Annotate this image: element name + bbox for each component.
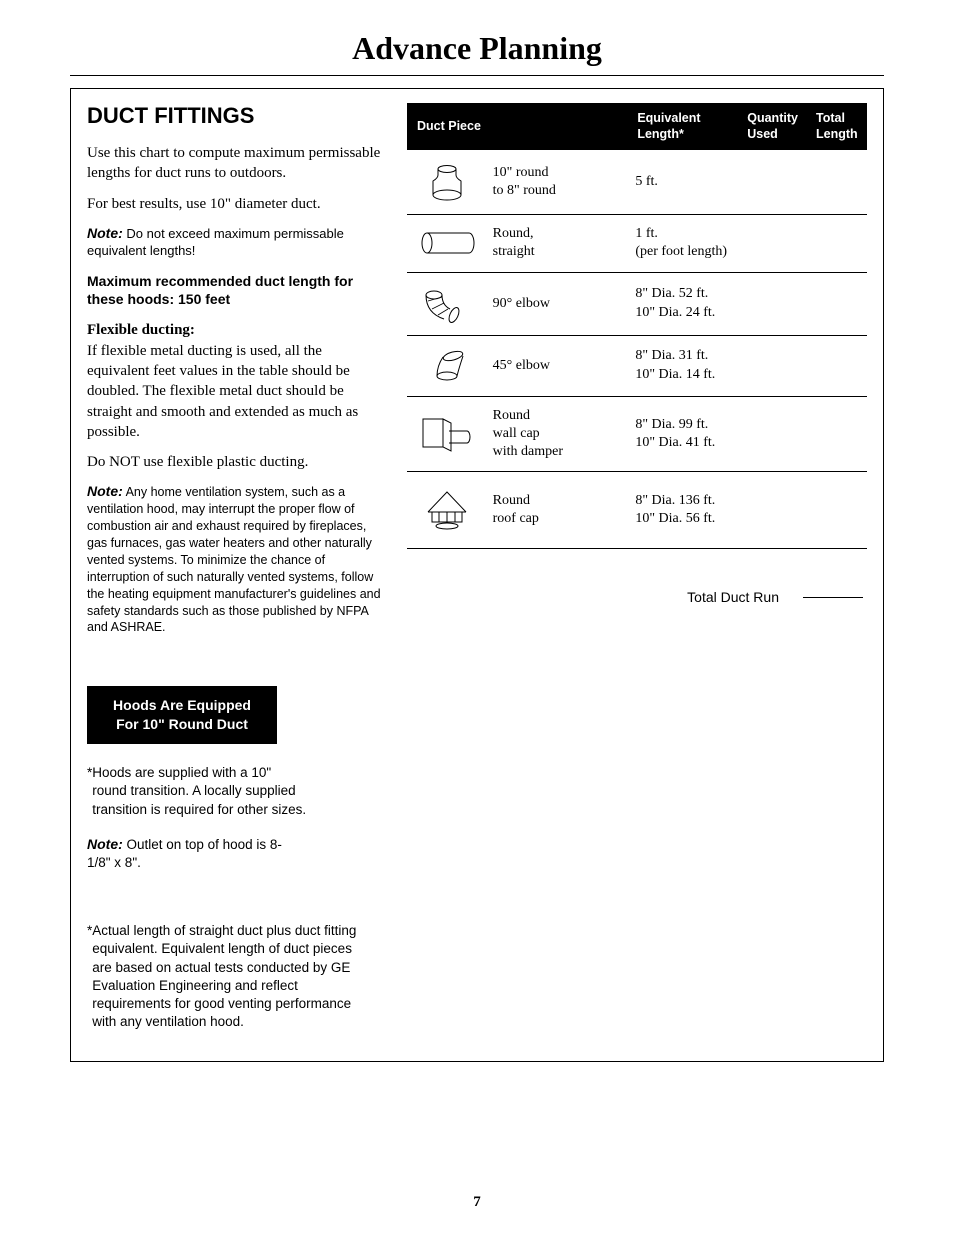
total-run-line <box>803 597 863 598</box>
flexible-body: If flexible metal ducting is used, all t… <box>87 341 387 442</box>
black-box-line2: For 10" Round Duct <box>105 715 259 734</box>
row-eq: 8" Dia. 99 ft.10" Dia. 41 ft. <box>629 396 739 472</box>
elbow90-icon <box>407 272 487 335</box>
note-1-text: Do not exceed maximum permissable equiva… <box>87 226 344 258</box>
duct-table: Duct Piece EquivalentLength* QuantityUse… <box>407 103 867 549</box>
intro-para-2: For best results, use 10" diameter duct. <box>87 194 387 214</box>
supply-footnote: * Hoods are supplied with a 10" round tr… <box>87 764 307 819</box>
row-eq: 8" Dia. 52 ft.10" Dia. 24 ft. <box>629 272 739 335</box>
row-name: 45° elbow <box>487 335 630 396</box>
flexible-warning: Do NOT use flexible plastic ducting. <box>87 452 387 472</box>
row-qty <box>739 272 808 335</box>
row-tot <box>808 335 867 396</box>
row-name: 90° elbow <box>487 272 630 335</box>
row-eq: 5 ft. <box>629 150 739 215</box>
row-name: Round,straight <box>487 215 630 272</box>
intro-para-1: Use this chart to compute maximum permis… <box>87 143 387 184</box>
note-1-label: Note: <box>87 225 123 241</box>
table-row: Round,straight 1 ft.(per foot length) <box>407 215 867 272</box>
row-tot <box>808 472 867 549</box>
row-name: Roundwall capwith damper <box>487 396 630 472</box>
row-tot <box>808 396 867 472</box>
note-1: Note: Do not exceed maximum permissable … <box>87 224 387 260</box>
row-name: 10" roundto 8" round <box>487 150 630 215</box>
actual-text: Actual length of straight duct plus duct… <box>92 922 362 1031</box>
wallcap-icon <box>407 396 487 472</box>
supply-text: Hoods are supplied with a 10" round tran… <box>92 764 307 819</box>
note-2-label: Note: <box>87 483 123 499</box>
page-number: 7 <box>0 1194 954 1211</box>
content-frame: DUCT FITTINGS Use this chart to compute … <box>70 88 884 1062</box>
th-total-length: TotalLength <box>808 103 867 150</box>
left-column: DUCT FITTINGS Use this chart to compute … <box>87 103 387 1031</box>
roofcap-icon <box>407 472 487 549</box>
row-tot <box>808 215 867 272</box>
row-qty <box>739 472 808 549</box>
actual-footnote: * Actual length of straight duct plus du… <box>87 922 362 1031</box>
total-duct-run: Total Duct Run <box>407 589 867 605</box>
table-row: 90° elbow 8" Dia. 52 ft.10" Dia. 24 ft. <box>407 272 867 335</box>
black-box-line1: Hoods Are Equipped <box>105 696 259 715</box>
note-3-label: Note: <box>87 836 123 852</box>
note-3: Note: Outlet on top of hood is 8-1/8" x … <box>87 835 287 872</box>
right-column: Duct Piece EquivalentLength* QuantityUse… <box>407 103 867 1031</box>
row-qty <box>739 396 808 472</box>
row-tot <box>808 150 867 215</box>
th-equivalent-length: EquivalentLength* <box>629 103 739 150</box>
row-qty <box>739 335 808 396</box>
row-eq: 1 ft.(per foot length) <box>629 215 739 272</box>
table-row: 10" roundto 8" round 5 ft. <box>407 150 867 215</box>
elbow45-icon <box>407 335 487 396</box>
note-2: Note: Any home ventilation system, such … <box>87 482 387 636</box>
duct-fittings-heading: DUCT FITTINGS <box>87 103 387 129</box>
table-row: Roundroof cap 8" Dia. 136 ft.10" Dia. 56… <box>407 472 867 549</box>
row-eq: 8" Dia. 31 ft.10" Dia. 14 ft. <box>629 335 739 396</box>
flexible-heading: Flexible ducting: <box>87 322 387 339</box>
page-title: Advance Planning <box>70 0 884 76</box>
row-name: Roundroof cap <box>487 472 630 549</box>
row-eq: 8" Dia. 136 ft.10" Dia. 56 ft. <box>629 472 739 549</box>
row-qty <box>739 150 808 215</box>
total-run-label: Total Duct Run <box>687 589 779 605</box>
straight-icon <box>407 215 487 272</box>
hoods-equipped-box: Hoods Are Equipped For 10" Round Duct <box>87 686 277 744</box>
row-tot <box>808 272 867 335</box>
note-2-text: Any home ventilation system, such as a v… <box>87 485 381 634</box>
row-qty <box>739 215 808 272</box>
table-row: Roundwall capwith damper 8" Dia. 99 ft.1… <box>407 396 867 472</box>
max-recommended: Maximum recommended duct length for thes… <box>87 272 387 308</box>
th-duct-piece: Duct Piece <box>407 103 629 150</box>
th-quantity-used: QuantityUsed <box>739 103 808 150</box>
table-header-row: Duct Piece EquivalentLength* QuantityUse… <box>407 103 867 150</box>
table-row: 45° elbow 8" Dia. 31 ft.10" Dia. 14 ft. <box>407 335 867 396</box>
reducer-icon <box>407 150 487 215</box>
